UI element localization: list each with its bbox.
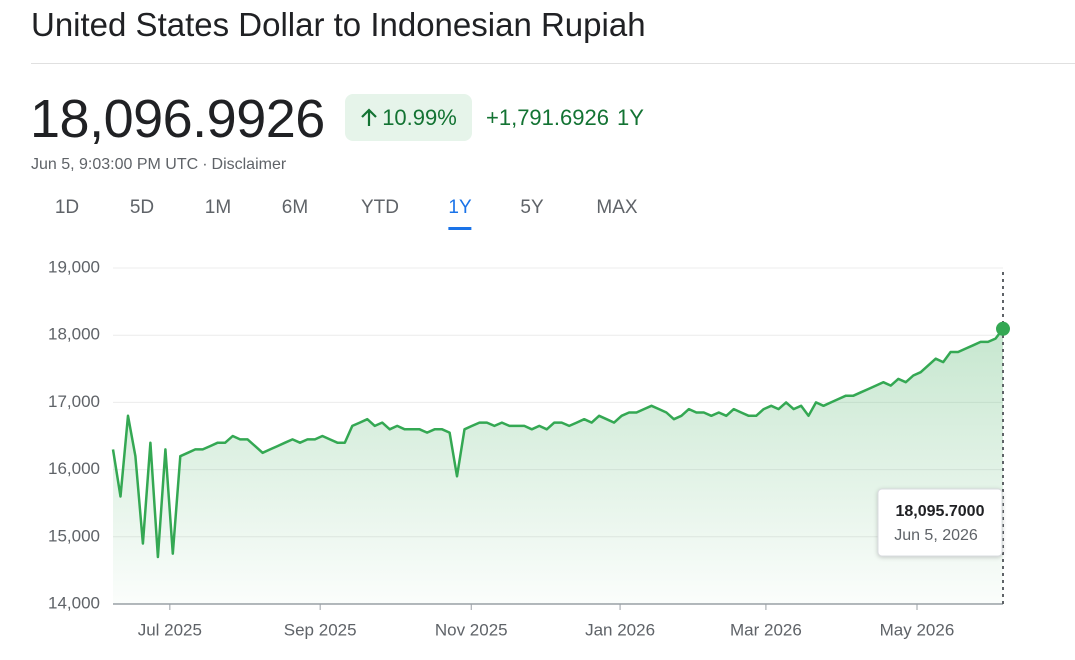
x-tick-label: Sep 2025 [284,620,357,639]
price-line [111,328,1004,559]
range-tab[interactable]: 6M [281,197,309,218]
range-tab[interactable]: YTD [361,197,399,218]
timestamp: Jun 5, 9:03:00 PM UTC [31,156,199,173]
tooltip-value: 18,095.7000 [896,503,985,520]
x-tick-label: Nov 2025 [435,620,508,639]
change-row: +1,791.6926 1Y [486,105,652,131]
change-badge: 10.99% [345,94,472,141]
y-tick-label: 15,000 [48,526,100,545]
change-value: +1,791.6926 [486,105,609,130]
y-tick-label: 17,000 [48,392,100,411]
separator: · [202,156,208,173]
range-tab[interactable]: 5Y [520,197,544,218]
x-tick-label: May 2026 [880,620,955,639]
y-tick-label: 19,000 [48,257,100,276]
x-tick-label: Jul 2025 [138,620,202,639]
tooltip: 18,095.7000 Jun 5, 2026 [877,488,1003,557]
chart: 14,000 15,000 16,000 17,000 18,000 19,000 Jul … [48,257,1010,639]
range-tab[interactable]: 5D [129,197,155,218]
change-period: 1Y [616,105,644,130]
y-tick-label: 16,000 [48,459,100,478]
x-tick-label: Mar 2026 [730,620,802,639]
tooltip-date: Jun 5, 2026 [894,527,978,544]
range-tab[interactable]: 1M [204,197,232,218]
up-arrow [361,107,377,126]
divider [31,63,1075,64]
range-tab[interactable]: 1Y [448,197,472,230]
range-tab[interactable]: MAX [596,197,638,218]
x-tick-label: Jan 2026 [585,620,655,639]
last-point [996,321,1010,336]
timestamp-row: Jun 5, 9:03:00 PM UTC · Disclaimer [31,156,290,174]
range-tab[interactable]: 1D [54,197,80,218]
y-tick-label: 14,000 [48,593,100,612]
page-title: United States Dollar to Indonesian Rupia… [31,6,646,43]
tooltip-box [877,488,1003,557]
price: 18,096.9926 [30,89,325,149]
disclaimer-link[interactable]: Disclaimer [211,156,287,173]
y-tick-label: 18,000 [48,325,100,344]
change-percent: 10.99% [382,104,457,130]
area-fill [113,328,1003,604]
